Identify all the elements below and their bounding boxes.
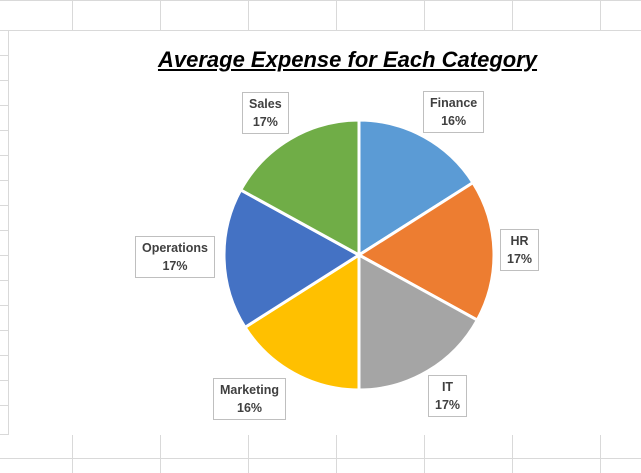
data-label-it-value: 17% — [435, 398, 461, 412]
data-label-sales-name: Sales — [249, 97, 282, 111]
data-label-operations-value: 17% — [162, 259, 188, 273]
data-label-hr-name: HR — [510, 234, 529, 248]
data-label-marketing[interactable]: Marketing 16% — [213, 378, 287, 420]
data-label-it-name: IT — [441, 380, 454, 394]
data-label-marketing-name: Marketing — [220, 383, 280, 397]
data-label-finance-name: Finance — [430, 96, 478, 110]
pie-slice-hr[interactable] — [356, 180, 496, 323]
data-label-finance-value: 16% — [441, 114, 467, 128]
pie-slice-finance[interactable] — [357, 118, 476, 258]
data-label-it[interactable]: IT 17% — [428, 375, 468, 417]
data-label-hr[interactable]: HR 17% — [500, 229, 540, 271]
data-label-operations-name: Operations — [142, 241, 208, 255]
data-label-sales[interactable]: Sales 17% — [242, 92, 289, 134]
pie-slice-operations[interactable] — [222, 187, 362, 330]
data-label-operations[interactable]: Operations 17% — [135, 236, 215, 278]
chart-title[interactable]: Average Expense for Each Category — [157, 47, 538, 72]
data-label-sales-value: 17% — [252, 115, 278, 129]
data-label-finance[interactable]: Finance 16% — [423, 91, 485, 133]
pie-slice-marketing[interactable] — [242, 252, 361, 392]
pie-slice-sales[interactable] — [238, 118, 361, 258]
data-label-marketing-value: 16% — [237, 401, 263, 415]
data-label-hr-value: 17% — [507, 252, 533, 266]
pie-slice-it[interactable] — [357, 252, 480, 392]
